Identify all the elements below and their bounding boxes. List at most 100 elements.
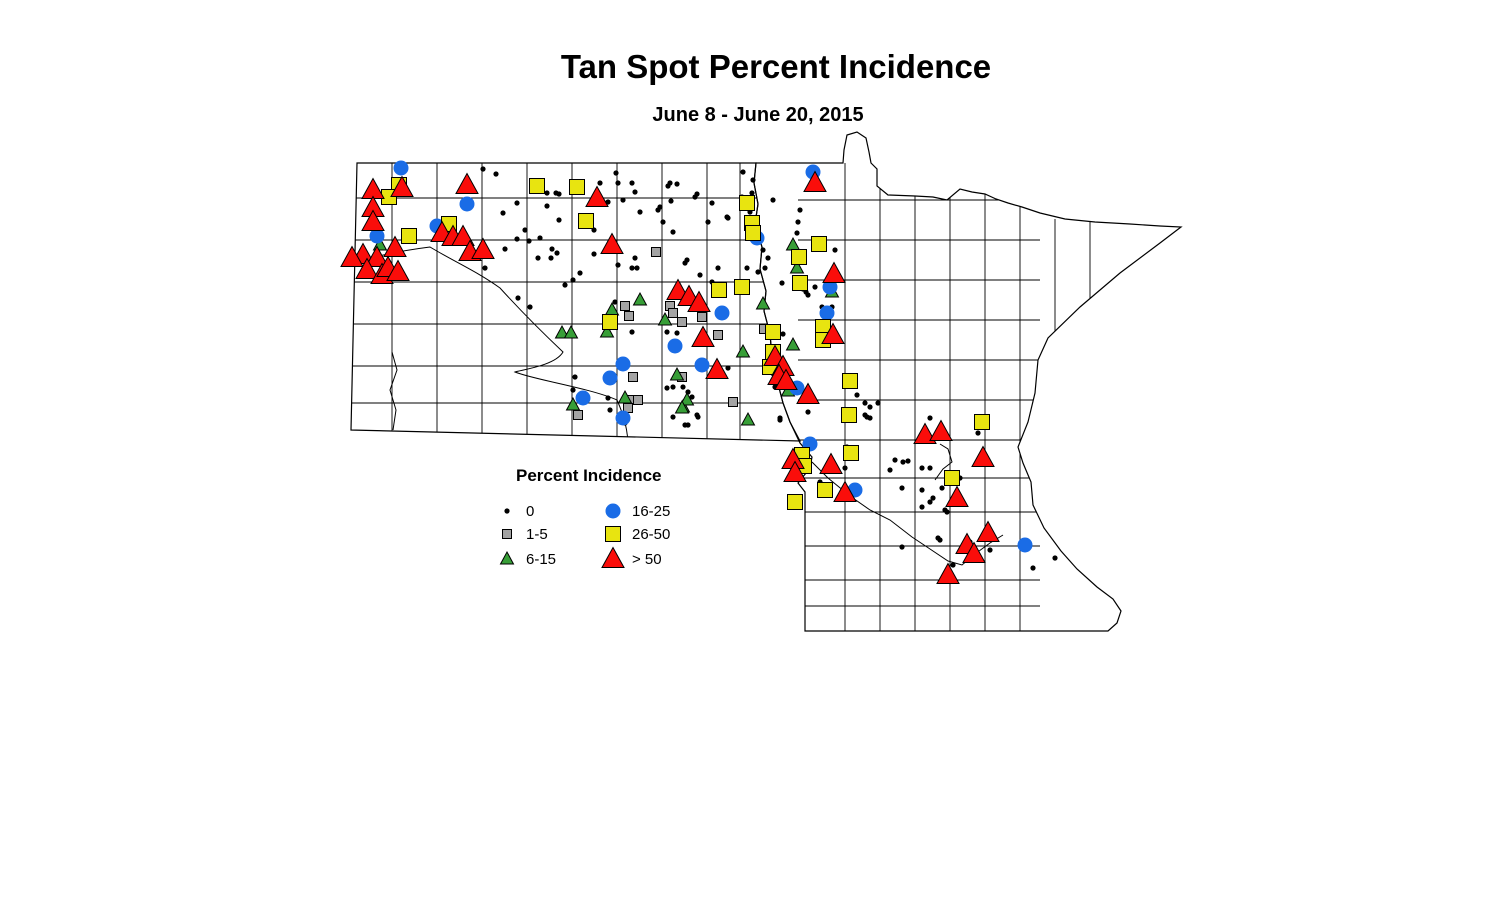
marker-incidence_0: [899, 544, 905, 550]
marker-incidence_26_50: [944, 470, 960, 486]
marker-incidence_16_25: [393, 160, 409, 176]
marker-incidence_0: [930, 495, 936, 501]
marker-incidence_0: [762, 265, 768, 271]
marker-incidence_gt_50: [455, 172, 479, 194]
marker-incidence_0: [919, 487, 925, 493]
marker-incidence_0: [674, 330, 680, 336]
marker-incidence_6_15: [679, 391, 695, 406]
marker-incidence_0: [927, 415, 933, 421]
legend-item-incidence_6_15: 6-15: [492, 546, 556, 572]
marker-incidence_0: [832, 247, 838, 253]
marker-incidence_0: [942, 507, 948, 513]
marker-incidence_1_5: [668, 308, 678, 318]
marker-incidence_16_25: [459, 196, 475, 212]
marker-incidence_6_15: [632, 291, 648, 306]
legend-label: > 50: [632, 550, 662, 568]
marker-incidence_gt_50: [471, 237, 495, 259]
marker-incidence_gt_50: [386, 259, 410, 281]
marker-incidence_1_5: [728, 397, 738, 407]
legend-symbol-triangle-icon: [601, 546, 625, 568]
marker-incidence_1_5: [502, 529, 512, 539]
marker-incidence_0: [634, 265, 640, 271]
minnesota-outline: [753, 131, 1183, 632]
marker-incidence_gt_50: [705, 357, 729, 379]
marker-incidence_0: [629, 329, 635, 335]
marker-incidence_0: [570, 387, 576, 393]
marker-incidence_26_50: [817, 482, 833, 498]
marker-incidence_16_25: [369, 228, 385, 244]
marker-incidence_6_15: [563, 324, 579, 339]
marker-incidence_gt_50: [383, 235, 407, 257]
marker-incidence_6_15: [785, 336, 801, 351]
marker-incidence_0: [777, 415, 783, 421]
marker-incidence_0: [597, 180, 603, 186]
marker-incidence_0: [670, 414, 676, 420]
marker-incidence_0: [572, 374, 578, 380]
marker-incidence_gt_50: [945, 485, 969, 507]
marker-incidence_0: [682, 260, 688, 266]
chart-subtitle: June 8 - June 20, 2015: [652, 104, 864, 126]
marker-incidence_gt_50: [819, 452, 843, 474]
marker-incidence_0: [544, 203, 550, 209]
legend-symbol-square-icon: [502, 529, 512, 539]
marker-incidence_0: [670, 384, 676, 390]
legend-label: 1-5: [526, 525, 548, 543]
marker-incidence_0: [591, 251, 597, 257]
legend-label: 0: [526, 502, 535, 520]
marker-incidence_0: [927, 465, 933, 471]
marker-incidence_0: [556, 191, 562, 197]
marker-incidence_26_50: [745, 225, 761, 241]
marker-incidence_0: [613, 170, 619, 176]
marker-incidence_0: [1052, 555, 1058, 561]
legend-label: 6-15: [526, 550, 557, 568]
marker-incidence_gt_50: [687, 290, 711, 312]
marker-incidence_0: [749, 190, 755, 196]
marker-incidence_0: [629, 180, 635, 186]
marker-incidence_16_25: [575, 390, 591, 406]
marker-incidence_26_50: [739, 195, 755, 211]
marker-incidence_6_15: [617, 389, 633, 404]
marker-incidence_gt_50: [691, 325, 715, 347]
marker-incidence_0: [805, 409, 811, 415]
marker-incidence_0: [842, 465, 848, 471]
legend: Percent Incidence 0 1-5 6-15 16-25 26-50 > 50: [492, 466, 722, 576]
marker-incidence_0: [950, 562, 956, 568]
marker-incidence_6_15: [740, 411, 756, 426]
marker-incidence_0: [522, 227, 528, 233]
legend-symbol-square-icon: [605, 526, 621, 542]
marker-incidence_gt_50: [803, 170, 827, 192]
marker-incidence_16_25: [714, 305, 730, 321]
marker-incidence_0: [900, 459, 906, 465]
marker-incidence_0: [725, 365, 731, 371]
marker-incidence_0: [780, 331, 786, 337]
marker-incidence_26_50: [843, 445, 859, 461]
marker-incidence_0: [740, 169, 746, 175]
marker-incidence_26_50: [791, 249, 807, 265]
marker-incidence_0: [765, 255, 771, 261]
legend-label: 26-50: [632, 525, 671, 543]
marker-incidence_0: [605, 395, 611, 401]
marker-incidence_0: [514, 236, 520, 242]
marker-incidence_0: [629, 265, 635, 271]
marker-incidence_0: [760, 247, 766, 253]
marker-incidence_0: [937, 537, 943, 543]
marker-incidence_0: [514, 200, 520, 206]
marker-incidence_26_50: [602, 314, 618, 330]
marker-incidence_0: [548, 255, 554, 261]
marker-incidence_0: [975, 430, 981, 436]
marker-incidence_26_50: [787, 494, 803, 510]
marker-incidence_0: [685, 422, 691, 428]
marker-incidence_gt_50: [783, 460, 807, 482]
marker-incidence_6_15: [565, 396, 581, 411]
marker-incidence_0: [887, 467, 893, 473]
marker-incidence_26_50: [578, 213, 594, 229]
marker-incidence_16_25: [822, 279, 838, 295]
marker-incidence_0: [667, 180, 673, 186]
marker-incidence_0: [480, 166, 486, 172]
marker-incidence_26_50: [974, 414, 990, 430]
marker-incidence_0: [670, 229, 676, 235]
marker-incidence_0: [655, 207, 661, 213]
marker-incidence_0: [615, 262, 621, 268]
marker-incidence_1_5: [633, 395, 643, 405]
